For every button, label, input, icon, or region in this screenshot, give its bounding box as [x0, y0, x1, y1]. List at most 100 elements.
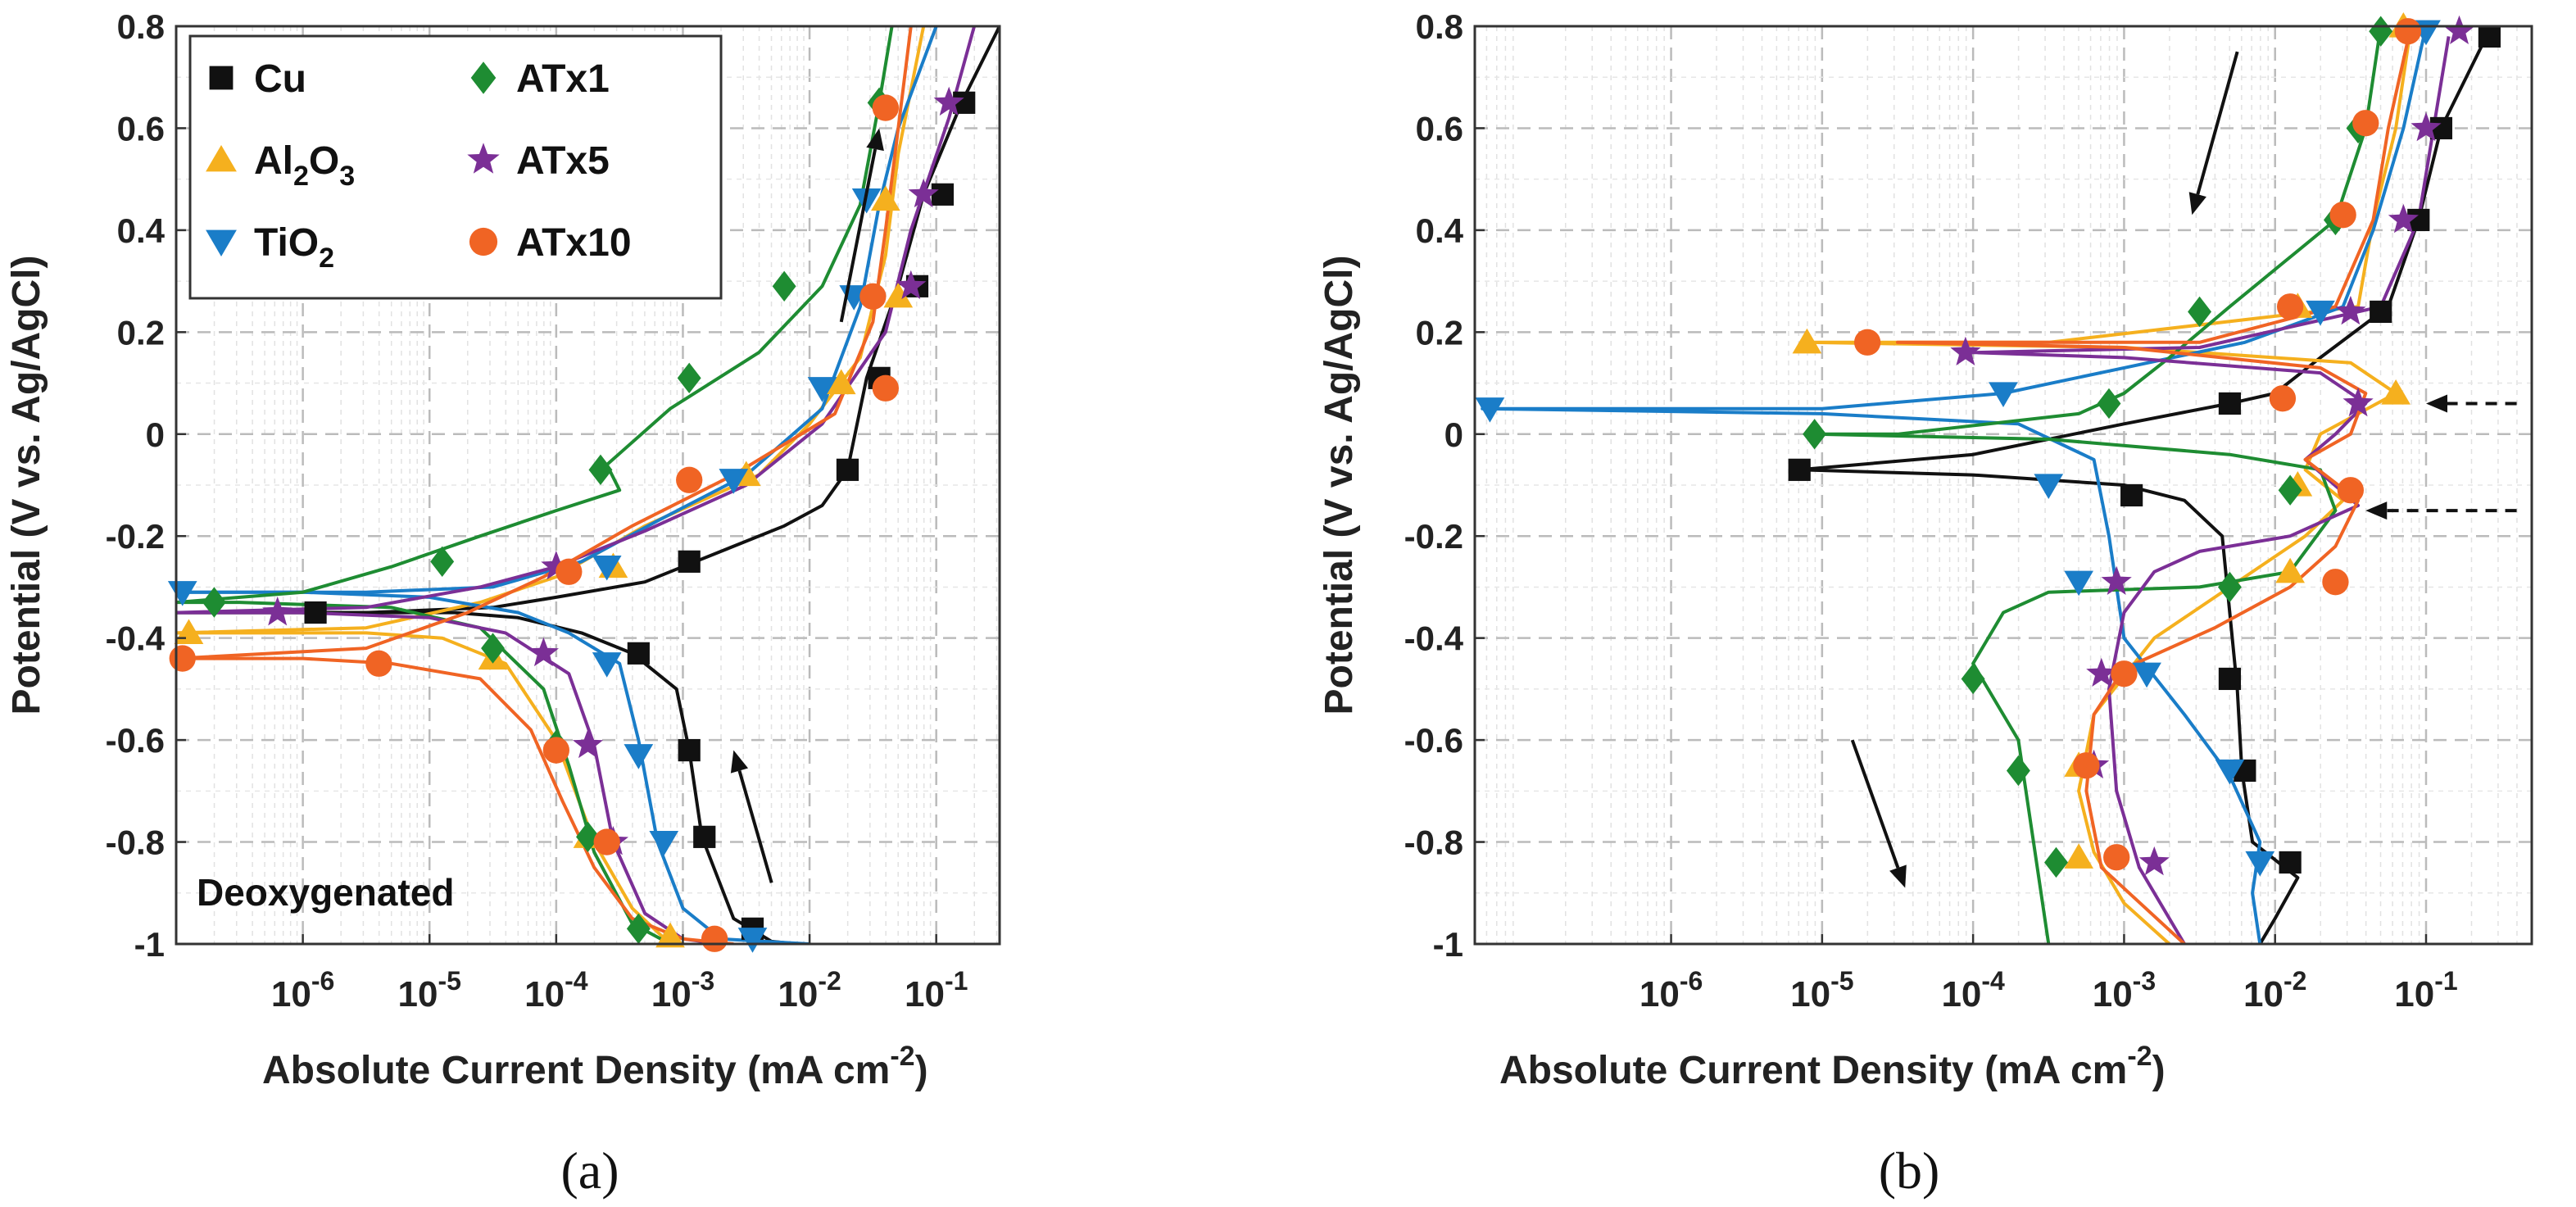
annotation-deoxygenated: Deoxygenated	[197, 871, 454, 914]
data-point-at10	[593, 828, 620, 855]
series-line-at5	[176, 610, 722, 944]
annotation-arrow-head	[866, 128, 884, 152]
data-point-at10	[701, 925, 728, 952]
data-point-cu	[2370, 300, 2392, 324]
x-tick-label: 10-4	[524, 966, 588, 1014]
data-point-cu	[627, 642, 650, 665]
data-point-cu	[693, 825, 716, 848]
x-axis-label-a: Absolute Current Density (mA cm-2)	[262, 1041, 928, 1092]
annotation-arrow-shaft	[2196, 51, 2239, 195]
data-point-ti	[624, 744, 654, 769]
data-point-cu	[836, 458, 859, 481]
data-point-at1	[1803, 419, 1827, 450]
data-point-at10	[2111, 660, 2138, 687]
x-tick-label: 10-5	[398, 966, 461, 1014]
caption-b: (b)	[1879, 1141, 1940, 1200]
data-point-at10	[872, 374, 899, 402]
data-point-at5	[2138, 846, 2170, 876]
x-axis-label-b-end: )	[2152, 1049, 2166, 1092]
data-point-al	[1792, 328, 1822, 354]
data-point-al	[883, 282, 914, 308]
data-point-ti	[2064, 570, 2093, 597]
data-point-at10	[2269, 385, 2297, 412]
data-point-al	[655, 922, 685, 948]
arrows-b	[1850, 51, 2517, 888]
annotation-arrow-shaft	[1850, 739, 1900, 869]
x-axis-label-b: Absolute Current Density (mA cm-2)	[1499, 1041, 2166, 1092]
x-tick-label: 10-6	[271, 966, 334, 1014]
x-tick-labels-b: 10-6 10-5 10-4 10-3 10-2 10-1	[1639, 934, 2458, 1014]
data-point-at10	[2337, 477, 2365, 504]
legend-marker-al	[206, 145, 237, 172]
y-tick-label: -0.2	[1404, 517, 1463, 556]
data-point-at1	[430, 546, 455, 578]
data-point-cu	[2218, 392, 2242, 415]
data-point-at5	[2443, 15, 2475, 44]
data-point-ti	[1475, 397, 1505, 423]
y-tick-label: 0	[1444, 415, 1463, 454]
data-point-cu	[931, 183, 955, 206]
data-point-cu	[2120, 483, 2143, 507]
data-point-at10	[872, 94, 899, 121]
data-point-at5	[2342, 387, 2374, 417]
x-tick-label: 10-4	[1941, 966, 2005, 1014]
y-axis-label-b: Potential (V vs. Ag/AgCl)	[1317, 256, 1361, 715]
data-point-al	[826, 369, 856, 395]
legend-label-at1: ATx1	[516, 57, 610, 101]
legend-marker-at5	[467, 143, 500, 174]
arrows-a	[730, 128, 884, 883]
series-b	[1475, 12, 2501, 944]
annotation-arrow-shaft	[839, 148, 878, 323]
legend-entries: Cu Al2O3 TiO2 ATx1 ATx5 ATx10	[206, 57, 632, 274]
data-point-at10	[169, 645, 196, 672]
legend-box	[188, 34, 723, 300]
series-line-at1	[1812, 26, 2383, 944]
annotation-arrow-head	[2426, 394, 2447, 413]
data-point-at1	[2369, 16, 2393, 47]
y-axis-label-a: Potential (V vs. Ag/AgCl)	[5, 256, 48, 715]
y-tick-labels-b: -1 -0.8 -0.6 -0.4 -0.2 0 0.2 0.4 0.6 0.8	[1404, 7, 1485, 964]
data-point-ti	[649, 830, 679, 856]
data-point-at1	[2188, 296, 2212, 328]
data-point-at5	[541, 551, 572, 580]
data-point-at5	[2101, 565, 2132, 595]
y-tick-label: -0.6	[1404, 721, 1463, 760]
data-point-at5	[528, 637, 559, 667]
annotation-arrow-head	[1889, 864, 1907, 888]
data-point-at1	[626, 913, 651, 945]
y-tick-labels-a: -1 -0.8 -0.6 -0.4 -0.2 0 0.2 0.4 0.6 0.8	[106, 7, 186, 964]
data-point-ti	[2245, 851, 2275, 877]
annotation-arrow-head	[730, 750, 749, 774]
axes-frame-b	[1473, 25, 2533, 946]
data-point-at10	[2276, 293, 2304, 320]
y-tick-label: -0.2	[106, 517, 165, 556]
x-axis-label-a-main: Absolute Current Density (mA cm	[262, 1049, 890, 1092]
data-point-al	[2275, 557, 2305, 583]
x-axis-label-b-sup: -2	[2127, 1041, 2152, 1072]
data-point-at5	[2410, 111, 2442, 142]
data-point-at10	[1853, 329, 1881, 356]
data-point-at1	[1961, 663, 1985, 695]
legend-marker-cu	[209, 66, 234, 90]
legend-marker-at10	[469, 227, 498, 256]
data-point-at10	[2394, 18, 2422, 45]
x-tick-label: 10-3	[2093, 966, 2156, 1014]
data-point-at10	[556, 558, 583, 585]
data-point-ti	[2034, 474, 2064, 499]
y-tick-label: 0.4	[117, 211, 166, 250]
data-point-at10	[2329, 202, 2356, 229]
data-point-ti	[2215, 759, 2245, 785]
data-point-at5	[2388, 203, 2419, 234]
y-tick-label: -0.4	[1404, 619, 1464, 658]
data-point-cu	[678, 550, 701, 573]
x-tick-label: 10-2	[778, 966, 841, 1014]
y-tick-label: -0.8	[1404, 824, 1463, 862]
x-tick-label: 10-6	[1639, 966, 1703, 1014]
data-point-at10	[2352, 110, 2379, 137]
legend-label-ti: TiO2	[254, 221, 334, 274]
data-point-ti	[592, 652, 622, 678]
y-tick-label: -0.4	[106, 619, 166, 658]
data-point-ti	[2306, 300, 2335, 326]
data-point-at1	[481, 633, 505, 664]
data-point-at1	[677, 362, 701, 394]
